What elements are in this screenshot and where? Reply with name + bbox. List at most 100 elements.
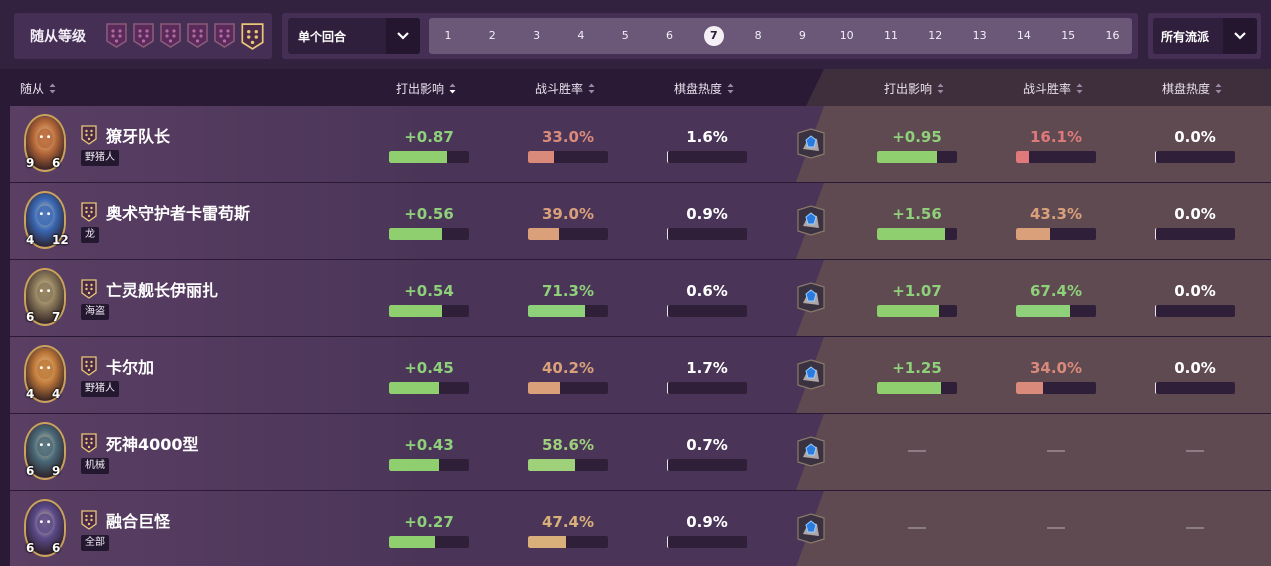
attack-stat: 9: [26, 156, 35, 170]
col-impact2-header[interactable]: 打出影响: [884, 80, 944, 97]
col-minion-header[interactable]: 随从: [20, 80, 56, 97]
impact-value: +0.87: [404, 128, 454, 146]
spell-card-icon[interactable]: [795, 204, 827, 237]
turn-14-option[interactable]: 14: [1016, 29, 1031, 42]
tier-3-icon[interactable]: [159, 22, 182, 49]
tier-icon-group: [105, 22, 264, 50]
archetype-dropdown[interactable]: 所有流派: [1153, 18, 1257, 54]
tier-6-icon: [81, 356, 97, 376]
col-winrate2-header[interactable]: 战斗胜率: [1023, 80, 1083, 97]
popularity2-value: 0.0%: [1174, 128, 1216, 146]
tier-6-icon: [81, 510, 97, 530]
sort-icon: [937, 83, 944, 94]
minion-name[interactable]: 亡灵舰长伊丽扎: [106, 281, 219, 300]
spell-card-icon[interactable]: [795, 358, 827, 391]
turn-16-option[interactable]: 16: [1105, 29, 1120, 42]
chevron-down-icon: [386, 18, 420, 54]
mode-dropdown[interactable]: 单个回合: [288, 18, 420, 54]
popularity2-dash: [1186, 527, 1204, 529]
spell-card-icon[interactable]: [795, 281, 827, 314]
tier-4-icon[interactable]: [186, 22, 209, 49]
turn-15-option[interactable]: 15: [1061, 29, 1076, 42]
winrate-bar: [528, 536, 608, 548]
tier-1-icon[interactable]: [105, 22, 128, 49]
minion-name[interactable]: 獠牙队长: [106, 127, 171, 146]
impact2-bar-fill: [877, 305, 940, 317]
turn-4-option[interactable]: 4: [577, 29, 585, 42]
col-popularity-header[interactable]: 棋盘热度: [674, 80, 734, 97]
row-right-section: [796, 106, 1271, 182]
col-popularity2-header[interactable]: 棋盘热度: [1162, 80, 1222, 97]
impact2-bar: [877, 305, 957, 317]
spell-card-icon[interactable]: [795, 512, 827, 545]
col-minion-label: 随从: [20, 82, 45, 96]
tribe-badge: 龙: [81, 227, 99, 243]
col-winrate-header[interactable]: 战斗胜率: [535, 80, 595, 97]
popularity2-value: —: [1186, 441, 1204, 455]
tribe-badge: 野猪人: [81, 381, 119, 397]
turn-9-option[interactable]: 9: [798, 29, 806, 42]
winrate2-value: —: [1047, 518, 1065, 532]
sort-icon: [49, 83, 56, 94]
minion-name[interactable]: 死神4000型: [106, 435, 199, 454]
tribe-badge: 海盗: [81, 304, 109, 320]
popularity2-bar: [1155, 382, 1235, 394]
turn-2-option[interactable]: 2: [488, 29, 496, 42]
impact-bar: [389, 459, 469, 471]
winrate-value: 33.0%: [541, 128, 595, 146]
sort-icon: [1215, 83, 1222, 94]
minion-portrait: [24, 345, 66, 403]
impact-value: +0.45: [404, 359, 454, 377]
winrate2-bar: [1016, 151, 1096, 163]
turn-12-option[interactable]: 12: [928, 29, 943, 42]
turn-13-option[interactable]: 13: [972, 29, 987, 42]
turn-11-option[interactable]: 11: [884, 29, 898, 42]
turn-filter: 单个回合 1 2 3 4 5 6 7 8 9 10 11 12 13 14 15 16: [282, 13, 1138, 59]
turn-1-option[interactable]: 1: [444, 29, 452, 42]
popularity2-value: —: [1186, 518, 1204, 532]
impact2-value: —: [908, 518, 926, 532]
tier-2-icon[interactable]: [132, 22, 155, 49]
col-impact-header[interactable]: 打出影响: [396, 80, 456, 97]
popularity-bar: [667, 459, 747, 471]
table-row[interactable]: 9 6 獠牙队长 野猪人 +0.87 33.0% 1.6% +0.95 16.1% 0.0%: [10, 106, 1271, 183]
impact2-dash: [908, 450, 926, 452]
tier-5-icon[interactable]: [213, 22, 236, 49]
health-stat: 6: [52, 156, 61, 170]
impact-bar-fill: [389, 305, 442, 317]
impact2-value: +0.95: [892, 128, 942, 146]
spell-card-icon[interactable]: [795, 127, 827, 160]
table-row[interactable]: 4 12 奥术守护者卡雷苟斯龙 +0.56 39.0% 0.9% +1.56 43.3% 0.0…: [10, 183, 1271, 260]
table-row[interactable]: 4 4 卡尔加 野猪人 +0.45 40.2% 1.7% +1.25 34.0% 0.0%: [10, 337, 1271, 414]
table-header-right-section: [806, 69, 1271, 106]
tribe-badge: 全部: [81, 535, 109, 551]
minion-name[interactable]: 卡尔加: [106, 358, 155, 377]
col-impact2-label: 打出影响: [884, 82, 933, 96]
tier-6-icon[interactable]: [240, 22, 264, 50]
popularity-bar: [667, 305, 747, 317]
row-right-section: [796, 337, 1271, 413]
turn-7-option[interactable]: 7: [703, 26, 724, 46]
winrate-bar: [528, 151, 608, 163]
minion-name[interactable]: 融合巨怪: [106, 512, 171, 531]
chevron-down-icon: [1223, 18, 1257, 54]
filter-bar: 随从等级 单个回合 1 2 3 4 5 6 7 8 9 10 11 12 13 14 15 16 所有流派: [0, 0, 1271, 69]
sort-icon: [588, 83, 595, 94]
tier-6-icon: [81, 433, 97, 453]
impact2-bar-fill: [877, 228, 945, 240]
turn-10-option[interactable]: 10: [839, 29, 854, 42]
minion-name[interactable]: 奥术守护者卡雷苟斯: [106, 204, 251, 223]
attack-stat: 6: [26, 464, 35, 478]
winrate2-value: 34.0%: [1029, 359, 1083, 377]
turn-5-option[interactable]: 5: [621, 29, 629, 42]
turn-3-option[interactable]: 3: [533, 29, 541, 42]
spell-card-icon[interactable]: [795, 435, 827, 468]
row-background-art: [10, 260, 430, 336]
turn-6-option[interactable]: 6: [666, 29, 673, 42]
table-row[interactable]: 6 7 亡灵舰长伊丽扎 海盗 +0.54 71.3% 0.6% +1.07 67.4% 0.0%: [10, 260, 1271, 337]
turn-8-option[interactable]: 8: [754, 29, 762, 42]
winrate-bar: [528, 305, 608, 317]
winrate-bar-fill: [528, 151, 555, 163]
